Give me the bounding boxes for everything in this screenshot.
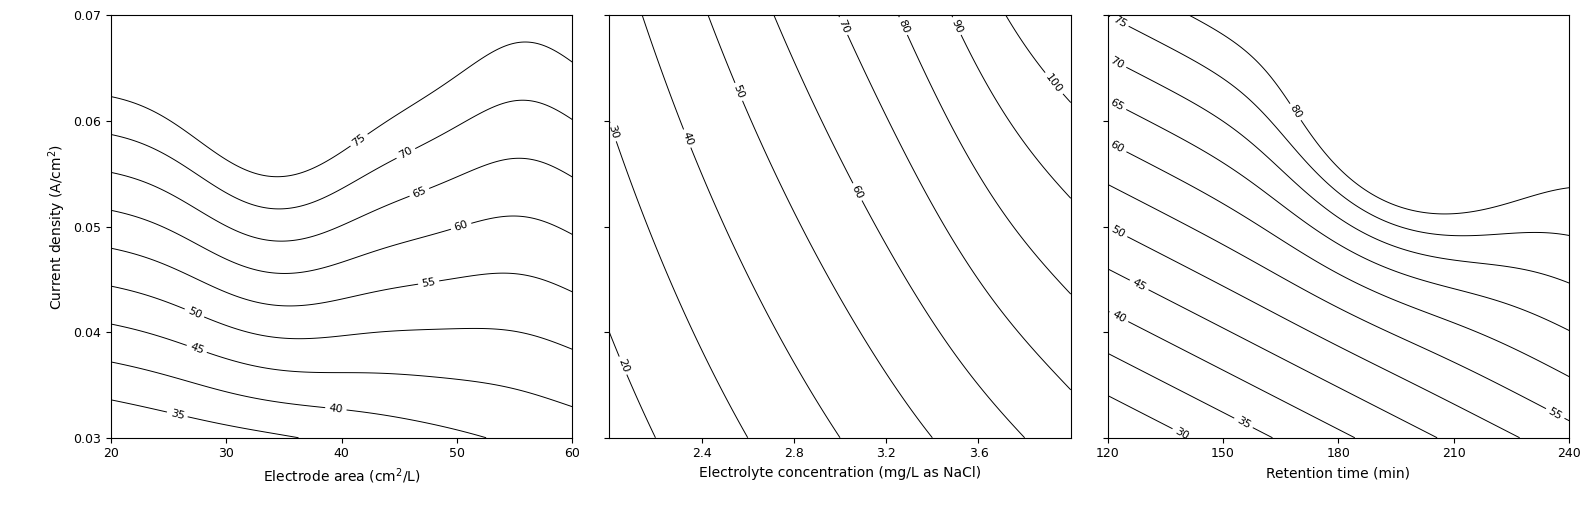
- Text: 90: 90: [949, 18, 964, 35]
- Y-axis label: Current density (A/cm$^2$): Current density (A/cm$^2$): [46, 144, 68, 310]
- Text: 70: 70: [398, 146, 414, 161]
- X-axis label: Electrolyte concentration (mg/L as NaCl): Electrolyte concentration (mg/L as NaCl): [699, 466, 981, 480]
- Text: 80: 80: [1287, 104, 1303, 121]
- Text: 45: 45: [189, 341, 204, 356]
- Text: 65: 65: [1108, 97, 1125, 112]
- Text: 35: 35: [170, 408, 185, 421]
- X-axis label: Electrode area (cm$^2$/L): Electrode area (cm$^2$/L): [263, 466, 420, 486]
- Text: 20: 20: [617, 357, 631, 374]
- Text: 70: 70: [837, 18, 851, 35]
- Text: 40: 40: [680, 130, 694, 147]
- Text: 30: 30: [1173, 426, 1190, 441]
- Text: 30: 30: [607, 124, 620, 140]
- Text: 50: 50: [1110, 224, 1127, 239]
- Text: 35: 35: [1235, 415, 1252, 431]
- Text: 100: 100: [1043, 72, 1064, 95]
- Text: 60: 60: [850, 183, 865, 200]
- Text: 60: 60: [453, 219, 469, 233]
- Text: 75: 75: [1111, 13, 1129, 29]
- Text: 50: 50: [185, 305, 203, 320]
- Text: 75: 75: [350, 132, 368, 148]
- Text: 65: 65: [411, 185, 428, 200]
- Text: 50: 50: [732, 83, 747, 100]
- X-axis label: Retention time (min): Retention time (min): [1266, 466, 1411, 480]
- Text: 40: 40: [328, 403, 344, 415]
- Text: 55: 55: [422, 277, 436, 289]
- Text: 80: 80: [896, 18, 911, 35]
- Text: 40: 40: [1110, 309, 1127, 324]
- Text: 45: 45: [1130, 277, 1148, 293]
- Text: 55: 55: [1547, 406, 1564, 421]
- Text: 70: 70: [1108, 55, 1125, 71]
- Text: 60: 60: [1108, 139, 1125, 155]
